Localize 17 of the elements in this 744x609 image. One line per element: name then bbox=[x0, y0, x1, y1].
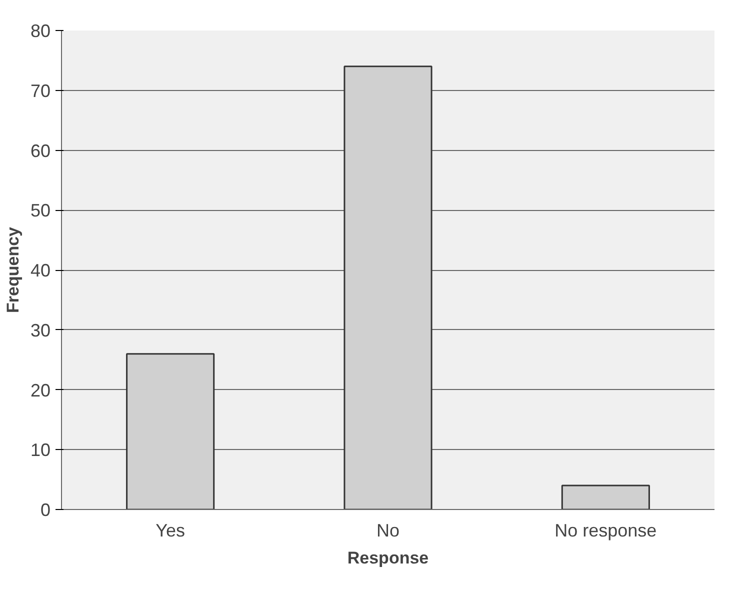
y-tick-label: 30 bbox=[30, 320, 51, 340]
y-axis-title: Frequency bbox=[3, 226, 22, 313]
y-tick-label: 20 bbox=[30, 380, 51, 400]
x-axis-title: Response bbox=[347, 548, 429, 568]
y-tick-label: 70 bbox=[30, 80, 51, 101]
x-tick-label: No bbox=[376, 520, 400, 540]
y-tick-label: 40 bbox=[30, 260, 51, 280]
y-tick-label: 0 bbox=[40, 500, 51, 520]
x-tick-label: Yes bbox=[156, 520, 186, 540]
bar bbox=[561, 484, 650, 510]
bar bbox=[126, 353, 215, 510]
bar bbox=[344, 66, 432, 510]
y-tick-label: 60 bbox=[30, 140, 51, 161]
y-tick-label: 80 bbox=[30, 21, 51, 41]
y-tick-label: 10 bbox=[30, 440, 51, 460]
x-tick-label: No response bbox=[554, 520, 657, 540]
y-tick-label: 50 bbox=[30, 200, 51, 221]
